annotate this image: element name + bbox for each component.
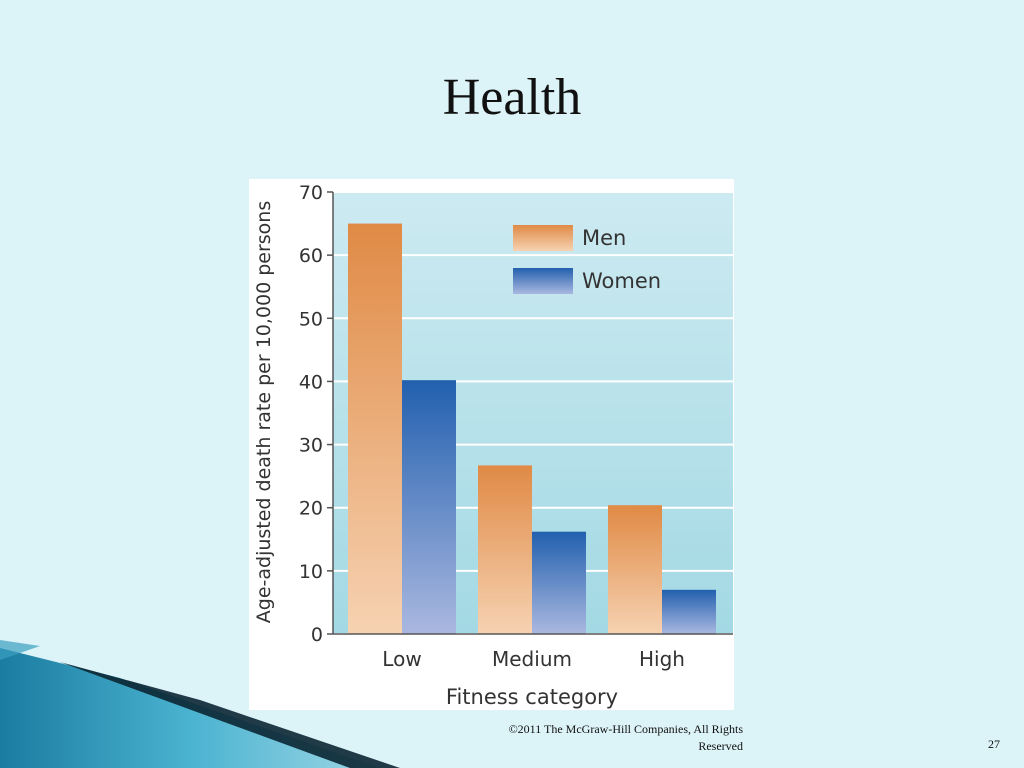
page-number: 27 (988, 737, 1000, 751)
x-categories: Low Medium High (382, 647, 685, 671)
bar-women-medium (532, 531, 586, 634)
y-ticks: 0 10 20 30 40 50 60 70 (299, 182, 333, 646)
x-category-label: Low (382, 647, 421, 671)
x-category-label: High (639, 647, 685, 671)
y-tick-label: 0 (311, 624, 323, 646)
bar-men-low (348, 223, 402, 635)
legend-label-men: Men (582, 226, 626, 250)
y-tick-label: 20 (299, 498, 323, 520)
bar-men-medium (478, 465, 532, 634)
bar-women-low (402, 380, 456, 634)
copyright-notice: ©2011 The McGraw-Hill Companies, All Rig… (508, 722, 743, 753)
y-tick-label: 60 (299, 245, 323, 267)
chart-panel: 0 10 20 30 40 50 60 70 Low Medium High Age-adjust… (249, 179, 734, 710)
slide-title: Health (442, 69, 582, 126)
y-tick-label: 30 (299, 435, 323, 457)
y-tick-label: 50 (299, 308, 323, 330)
bar-women-high (662, 589, 716, 634)
y-tick-label: 40 (299, 371, 323, 393)
legend-label-women: Women (582, 269, 661, 293)
legend: Men Women (513, 225, 661, 294)
slide-decoration (0, 640, 400, 768)
y-axis-title: Age-adjusted death rate per 10,000 perso… (253, 201, 275, 623)
bar-men-high (608, 505, 662, 634)
x-axis-title: Fitness category (446, 685, 618, 709)
bar-chart: 0 10 20 30 40 50 60 70 Low Medium High Age-adjust… (253, 182, 733, 709)
bars (348, 223, 716, 635)
legend-swatch-men (513, 225, 573, 251)
x-category-label: Medium (492, 647, 572, 671)
y-tick-label: 10 (299, 561, 323, 583)
y-tick-label: 70 (299, 182, 323, 204)
legend-swatch-women (513, 268, 573, 294)
